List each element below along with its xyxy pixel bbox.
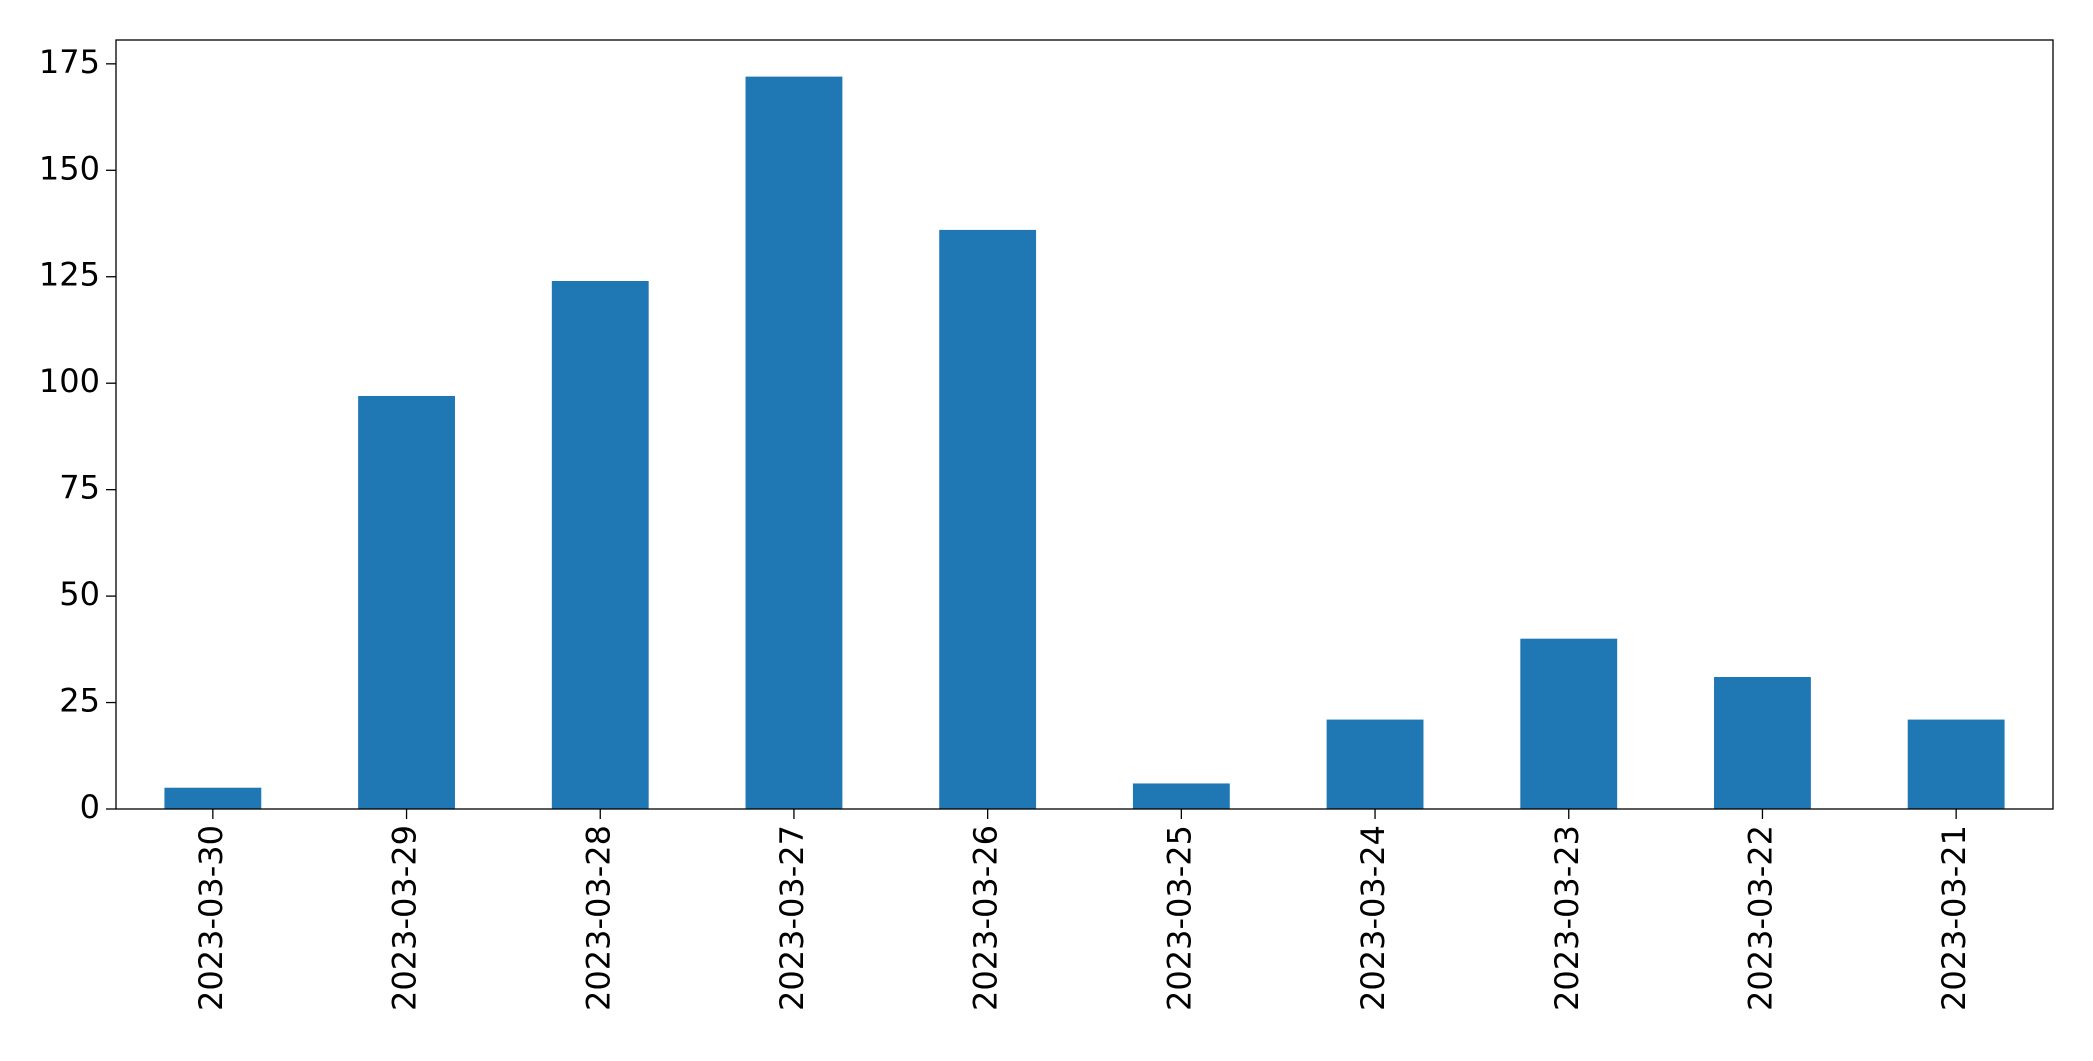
x-tick-label: 2023-03-25 [1160, 825, 1198, 1011]
x-tick-label: 2023-03-26 [967, 825, 1005, 1011]
y-tick-label: 75 [59, 469, 100, 507]
bar [745, 76, 843, 810]
x-tick-label: 2023-03-29 [386, 825, 424, 1011]
y-tick-label: 100 [39, 362, 100, 400]
y-tick-label: 150 [39, 149, 100, 187]
x-tick-label: 2023-03-28 [579, 825, 617, 1011]
y-tick-label: 25 [59, 682, 100, 720]
y-tick-label: 0 [80, 788, 100, 826]
plot-frame [115, 39, 2054, 810]
bar [1714, 677, 1811, 809]
y-tick-label: 125 [39, 256, 100, 294]
bar [551, 281, 649, 810]
bar [164, 787, 262, 809]
bar [1132, 783, 1230, 809]
bar [939, 229, 1037, 809]
x-tick-label: 2023-03-23 [1548, 825, 1586, 1011]
x-tick-label: 2023-03-27 [773, 825, 811, 1011]
y-tick-label: 175 [39, 43, 100, 81]
bar [1520, 638, 1618, 809]
x-tick-label: 2023-03-30 [192, 825, 230, 1011]
x-tick-label: 2023-03-21 [1935, 825, 1973, 1011]
bar [1907, 719, 2005, 809]
bar [1326, 719, 1424, 809]
x-tick-label: 2023-03-24 [1354, 825, 1392, 1011]
bar [358, 395, 455, 809]
y-tick-label: 50 [59, 575, 100, 613]
x-tick-label: 2023-03-22 [1741, 825, 1779, 1011]
